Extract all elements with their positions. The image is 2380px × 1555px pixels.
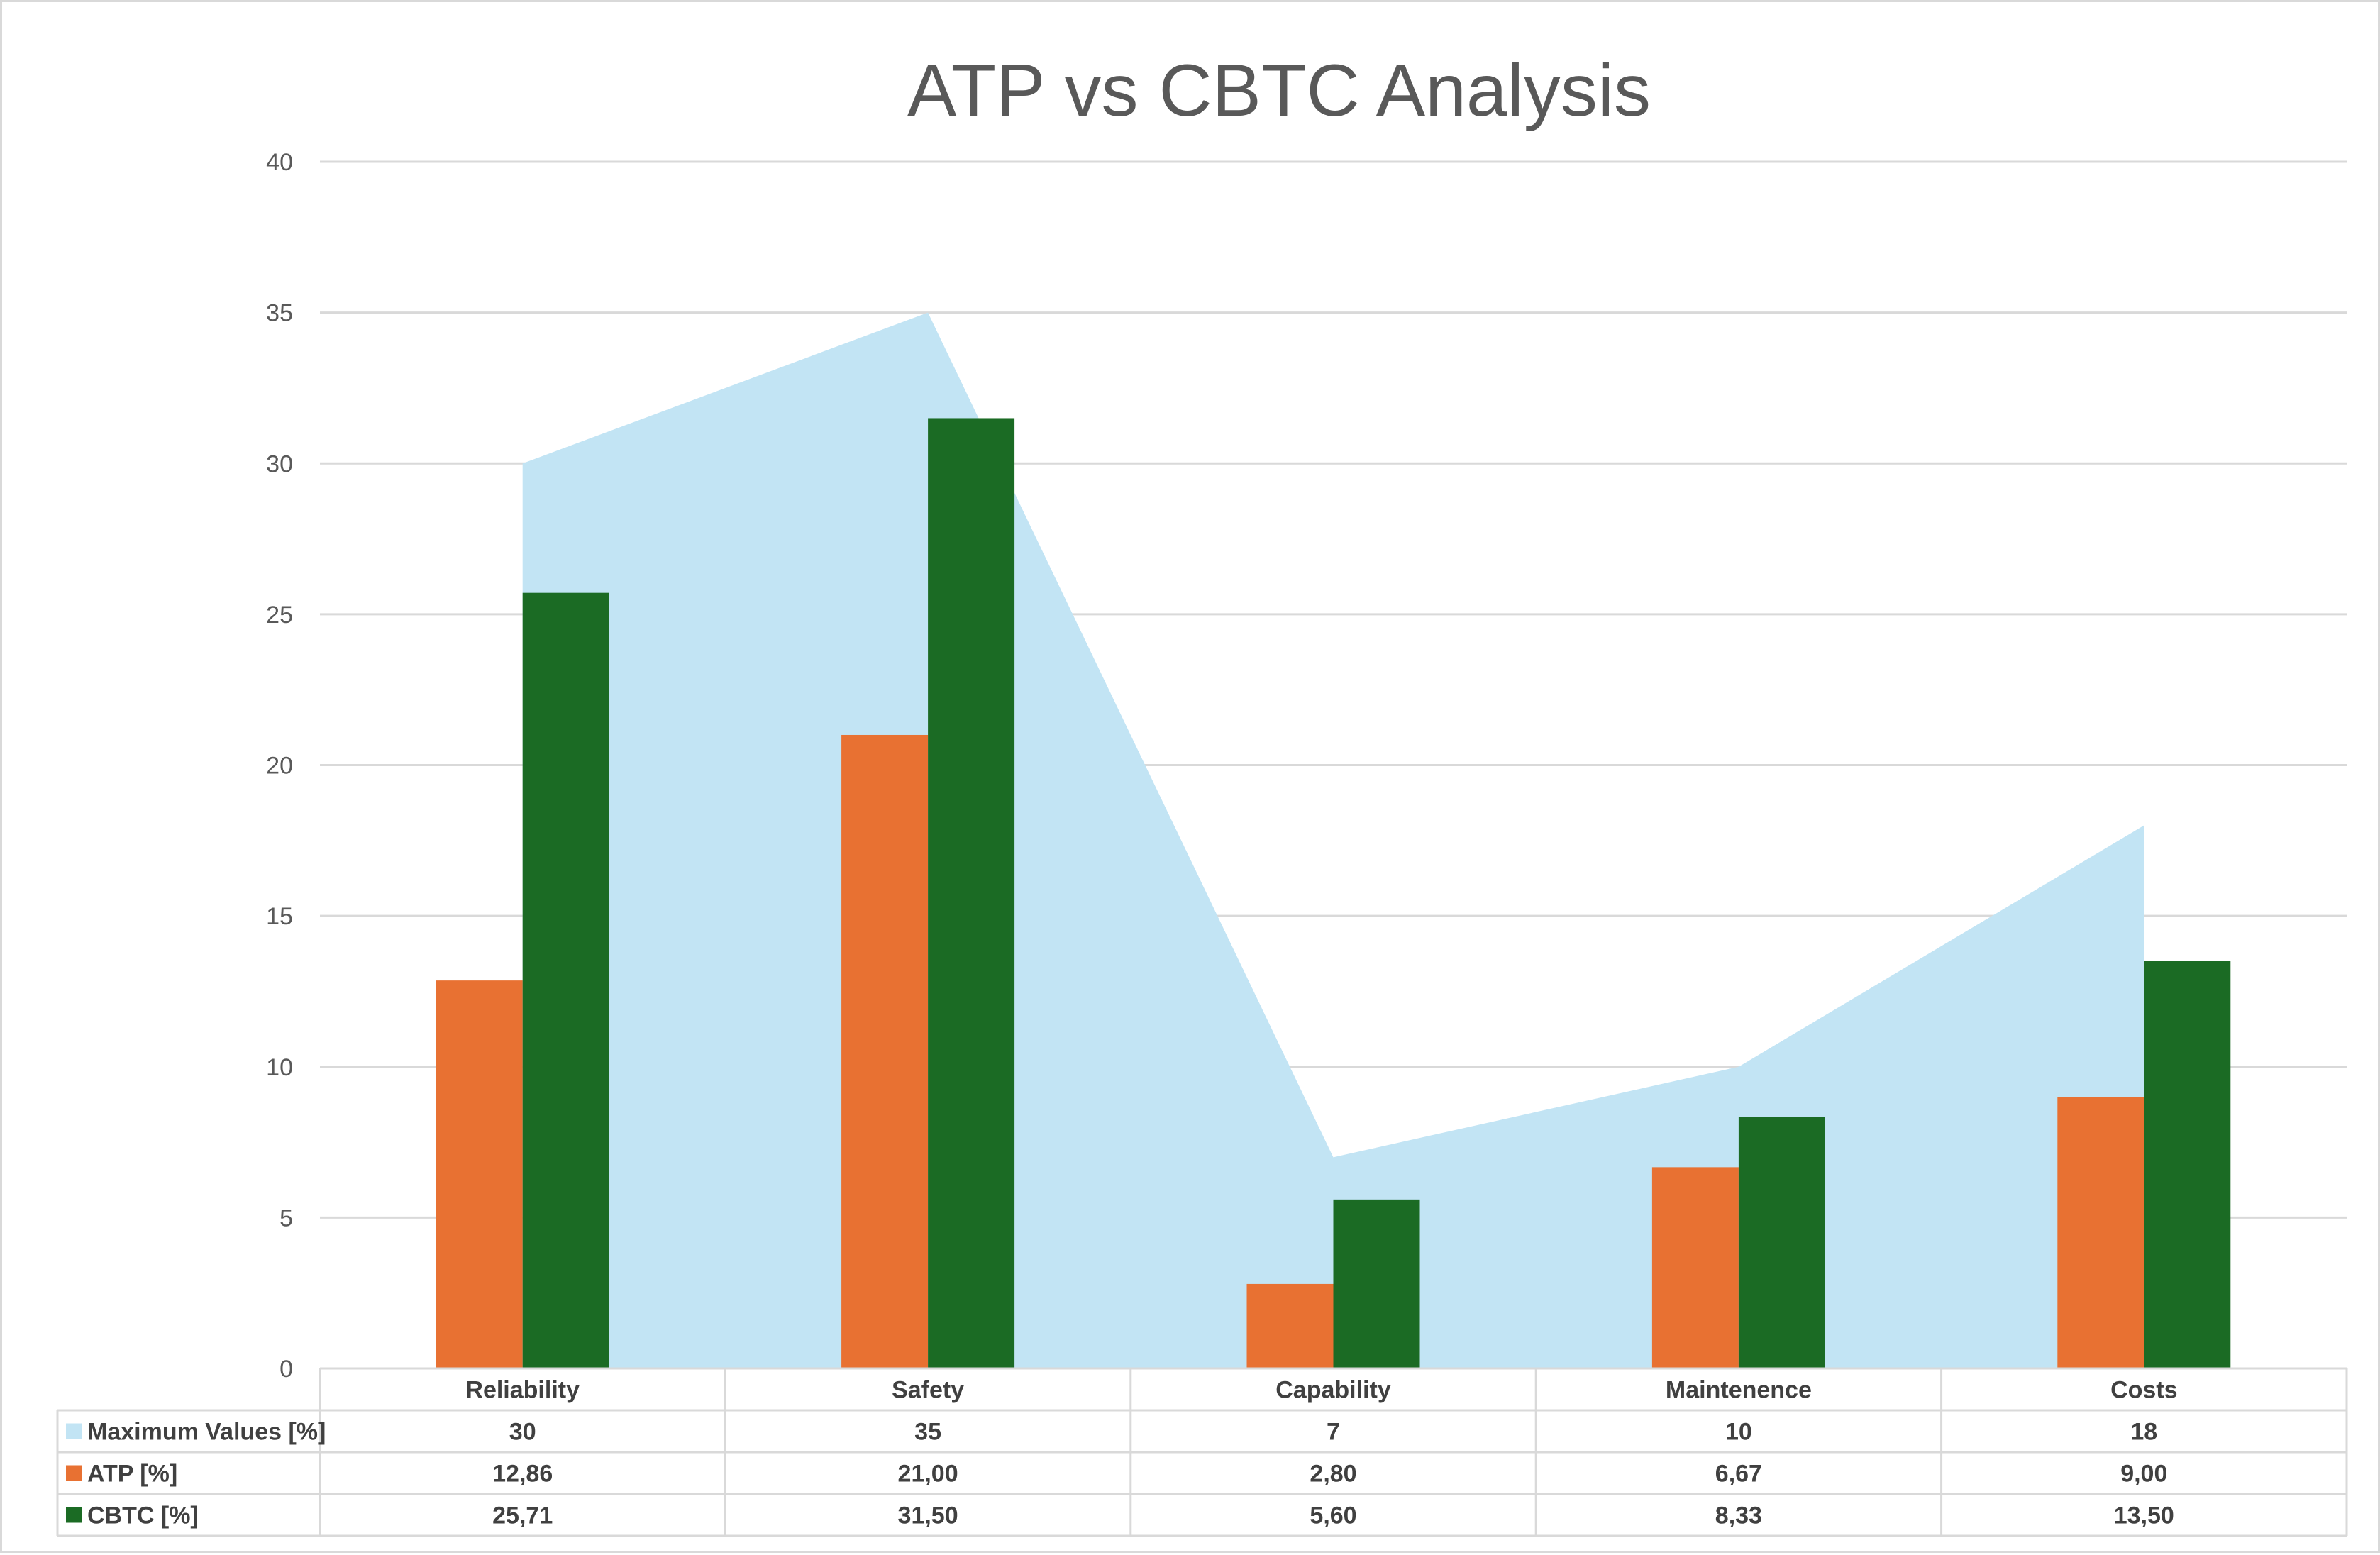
legend-key [66, 1507, 82, 1523]
y-tick-label: 10 [266, 1054, 293, 1081]
bar-cbtc [928, 418, 1015, 1368]
y-tick-label: 5 [279, 1205, 293, 1232]
table-cell-value: 31,50 [898, 1503, 958, 1529]
bar-series [436, 418, 2231, 1368]
category-label: Reliability [465, 1377, 580, 1404]
category-label: Costs [2110, 1377, 2177, 1404]
bar-atp [841, 734, 929, 1368]
category-label: Maintenence [1666, 1377, 1812, 1404]
table-cell-value: 9,00 [2120, 1461, 2167, 1488]
y-tick-label: 0 [279, 1356, 293, 1383]
category-label: Safety [892, 1377, 964, 1404]
y-tick-label: 35 [266, 300, 293, 327]
bar-atp [1246, 1283, 1334, 1368]
series-label: CBTC [%] [87, 1503, 199, 1529]
series-label: Maximum Values [%] [87, 1419, 326, 1446]
series-label: ATP [%] [87, 1461, 177, 1488]
table-cell-value: 10 [1725, 1419, 1752, 1446]
legend-key [66, 1465, 82, 1481]
table-cell-value: 8,33 [1715, 1503, 1762, 1529]
table-cell-value: 13,50 [2114, 1503, 2174, 1529]
table-cell-value: 35 [914, 1419, 941, 1446]
y-tick-label: 25 [266, 602, 293, 629]
y-tick-label: 20 [266, 753, 293, 780]
legend-key [66, 1423, 82, 1439]
table-cell-value: 25,71 [492, 1503, 553, 1529]
bar-atp [2057, 1097, 2144, 1368]
table-cell-value: 30 [509, 1419, 536, 1446]
category-label: Capability [1275, 1377, 1391, 1404]
data-table: Reliability Safety Capability Maintenence Co… [56, 1367, 2348, 1537]
bar-cbtc [522, 592, 609, 1368]
table-cell-value: 2,80 [1310, 1461, 1356, 1488]
y-tick-label: 40 [266, 149, 293, 176]
table-cell-value: 7 [1327, 1419, 1340, 1446]
table-cell-value: 12,86 [492, 1461, 553, 1488]
bar-cbtc [1738, 1117, 1825, 1368]
bar-cbtc [1333, 1199, 1420, 1368]
bar-atp [436, 980, 523, 1368]
table-cell-value: 5,60 [1310, 1503, 1356, 1529]
bar-atp [1651, 1167, 1739, 1368]
bar-cbtc [2144, 961, 2231, 1368]
y-axis-ticks: 0 5 10 15 20 25 30 35 40 [266, 149, 293, 1383]
table-cell-value: 21,00 [898, 1461, 958, 1488]
y-tick-label: 30 [266, 450, 293, 477]
table-cell-value: 18 [2130, 1419, 2157, 1446]
chart-title: ATP vs CBTC Analysis [907, 50, 1651, 132]
y-tick-label: 15 [266, 903, 293, 930]
table-cell-value: 6,67 [1715, 1461, 1762, 1488]
